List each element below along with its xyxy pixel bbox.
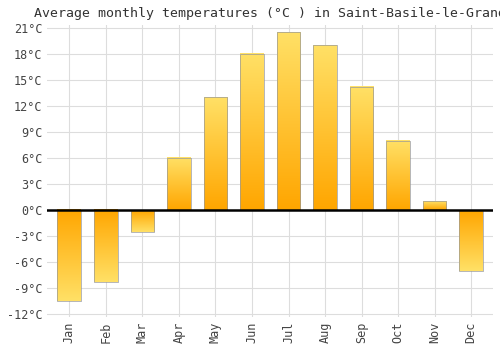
Bar bbox=[167, 158, 191, 210]
Bar bbox=[130, 210, 154, 232]
Bar bbox=[386, 141, 410, 210]
Bar bbox=[58, 210, 81, 301]
Bar bbox=[350, 87, 374, 210]
Bar bbox=[276, 32, 300, 210]
Bar bbox=[460, 210, 483, 271]
Bar bbox=[422, 201, 446, 210]
Title: Average monthly temperatures (°C ) in Saint-Basile-le-Grand: Average monthly temperatures (°C ) in Sa… bbox=[34, 7, 500, 20]
Bar bbox=[313, 45, 337, 210]
Bar bbox=[204, 97, 228, 210]
Bar bbox=[240, 54, 264, 210]
Bar bbox=[94, 210, 118, 282]
